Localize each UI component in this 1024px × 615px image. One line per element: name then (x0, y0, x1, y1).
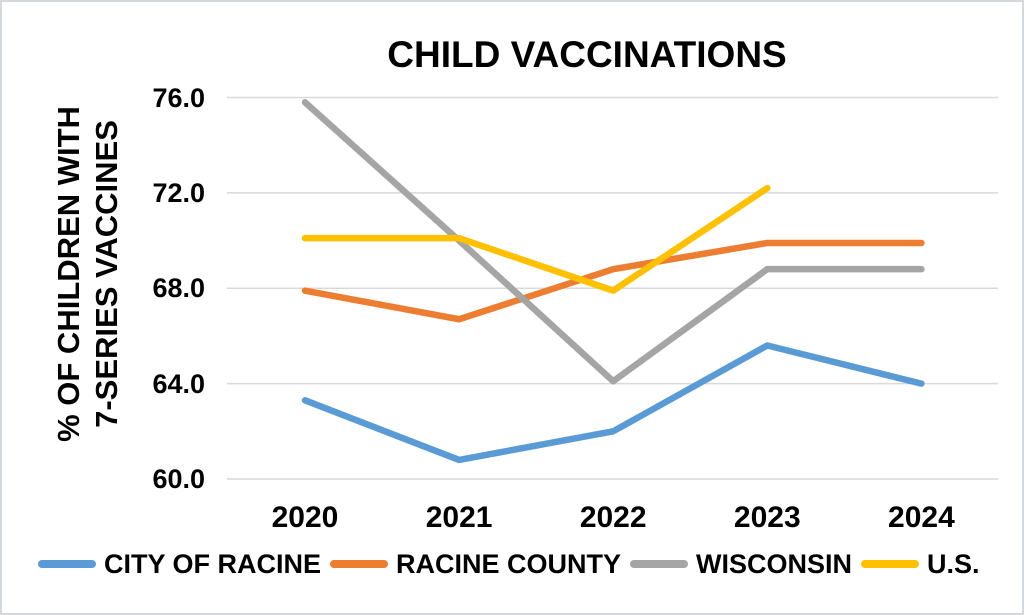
y-tick-label: 60.0 (152, 464, 205, 494)
legend-swatch-city-of-racine (38, 560, 96, 568)
chart-title: CHILD VACCINATIONS (387, 34, 787, 75)
legend-item-u-s: U.S. (861, 549, 980, 580)
series-line-city-of-racine (301, 342, 925, 464)
series-line-wisconsin (301, 99, 925, 385)
legend-swatch-racine-county (330, 560, 389, 568)
y-tick-label: 76.0 (152, 82, 205, 113)
legend: CITY OF RACINE RACINE COUNTY WISCONSIN U.S. (38, 544, 980, 584)
x-axis-label: 2021 (425, 501, 493, 534)
x-axis-label: 2022 (579, 501, 647, 534)
legend-swatch-wisconsin (630, 560, 689, 568)
x-axis-label: 2024 (888, 501, 955, 534)
legend-label: WISCONSIN (696, 548, 853, 579)
series-line-u-s (301, 184, 771, 294)
legend-item-racine-county: RACINE COUNTY (330, 549, 621, 580)
legend-item-city-of-racine: CITY OF RACINE (38, 549, 321, 580)
y-tick-label: 64.0 (152, 368, 205, 399)
legend-item-wisconsin: WISCONSIN (630, 549, 852, 580)
legend-swatch-u-s (861, 560, 920, 568)
x-axis-label: 2020 (271, 501, 339, 534)
legend-label: CITY OF RACINE (104, 548, 322, 579)
series-line-racine-county (301, 239, 925, 323)
x-axis-label: 2023 (733, 501, 801, 534)
y-tick-label: 72.0 (152, 177, 205, 208)
y-tick-label: 68.0 (152, 273, 205, 304)
legend-label: RACINE COUNTY (396, 548, 622, 579)
legend-label: U.S. (927, 548, 980, 579)
